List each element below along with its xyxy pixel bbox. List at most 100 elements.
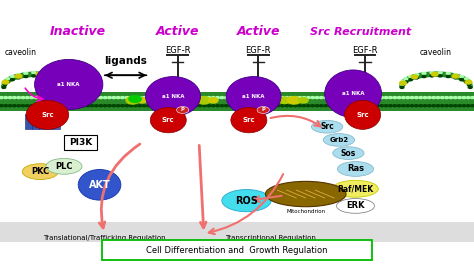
Circle shape [70,83,74,85]
Circle shape [415,74,419,76]
Circle shape [151,105,155,107]
Circle shape [73,97,77,98]
Circle shape [30,105,34,107]
Circle shape [467,80,471,82]
Circle shape [259,105,263,107]
Circle shape [216,97,219,98]
Circle shape [466,105,470,107]
Circle shape [447,76,450,78]
Circle shape [302,105,306,107]
Circle shape [432,97,436,98]
Circle shape [168,97,172,98]
Circle shape [181,105,185,107]
Text: Src Recruitment: Src Recruitment [310,27,411,37]
Circle shape [173,105,176,107]
Circle shape [10,76,14,78]
Ellipse shape [337,199,374,213]
Circle shape [400,86,404,88]
Ellipse shape [46,158,82,174]
Circle shape [289,97,293,98]
Circle shape [419,97,422,98]
Circle shape [168,105,172,107]
Circle shape [440,105,444,107]
Circle shape [438,75,442,77]
Circle shape [423,105,427,107]
Circle shape [26,105,29,107]
Circle shape [242,105,245,107]
Circle shape [371,105,375,107]
Circle shape [259,97,263,98]
Circle shape [428,105,431,107]
Text: Src: Src [320,122,334,131]
Circle shape [346,105,349,107]
Ellipse shape [325,70,382,117]
Circle shape [2,80,9,84]
Circle shape [376,97,379,98]
Circle shape [69,83,73,86]
Circle shape [82,97,85,98]
Circle shape [389,105,392,107]
Text: EGF-R: EGF-R [246,46,271,55]
Text: Transcriptional Regulation: Transcriptional Regulation [225,235,316,241]
Circle shape [293,105,297,107]
Circle shape [21,97,25,98]
Circle shape [460,79,464,81]
Circle shape [129,97,133,98]
Circle shape [452,74,459,78]
Circle shape [462,97,466,98]
Circle shape [298,97,301,98]
Circle shape [263,97,267,98]
Circle shape [36,72,43,76]
Circle shape [380,105,383,107]
Circle shape [126,97,139,104]
Circle shape [185,97,189,98]
Circle shape [363,97,366,98]
Circle shape [112,105,116,107]
Circle shape [419,105,422,107]
Circle shape [233,105,237,107]
Circle shape [17,97,20,98]
Text: P: P [181,107,184,112]
Circle shape [307,97,310,98]
Circle shape [358,97,362,98]
Circle shape [34,97,38,98]
Circle shape [468,86,472,88]
Text: P: P [261,107,265,112]
Circle shape [30,97,34,98]
Circle shape [341,105,345,107]
Circle shape [47,105,51,107]
Circle shape [400,83,404,85]
Circle shape [32,72,36,74]
Circle shape [449,97,453,98]
Circle shape [125,97,128,98]
Circle shape [224,105,228,107]
Circle shape [181,97,185,98]
Circle shape [411,75,418,79]
Circle shape [415,105,418,107]
Circle shape [462,105,466,107]
FancyBboxPatch shape [102,240,372,260]
Circle shape [56,105,59,107]
Circle shape [55,74,59,76]
Circle shape [134,97,137,98]
Circle shape [173,97,176,98]
Circle shape [454,74,457,76]
Ellipse shape [35,59,103,110]
Ellipse shape [333,147,364,159]
Circle shape [32,75,36,77]
Circle shape [415,77,419,79]
Ellipse shape [265,181,346,207]
Circle shape [367,105,371,107]
Circle shape [436,105,440,107]
Circle shape [346,97,349,98]
Circle shape [24,72,27,74]
Circle shape [233,97,237,98]
Circle shape [91,97,94,98]
Circle shape [203,97,206,98]
Circle shape [285,97,289,98]
Circle shape [194,97,198,98]
Text: Translational/Trafficking Regulation: Translational/Trafficking Regulation [43,235,165,241]
Circle shape [341,97,345,98]
Circle shape [40,72,44,74]
FancyBboxPatch shape [64,135,97,150]
